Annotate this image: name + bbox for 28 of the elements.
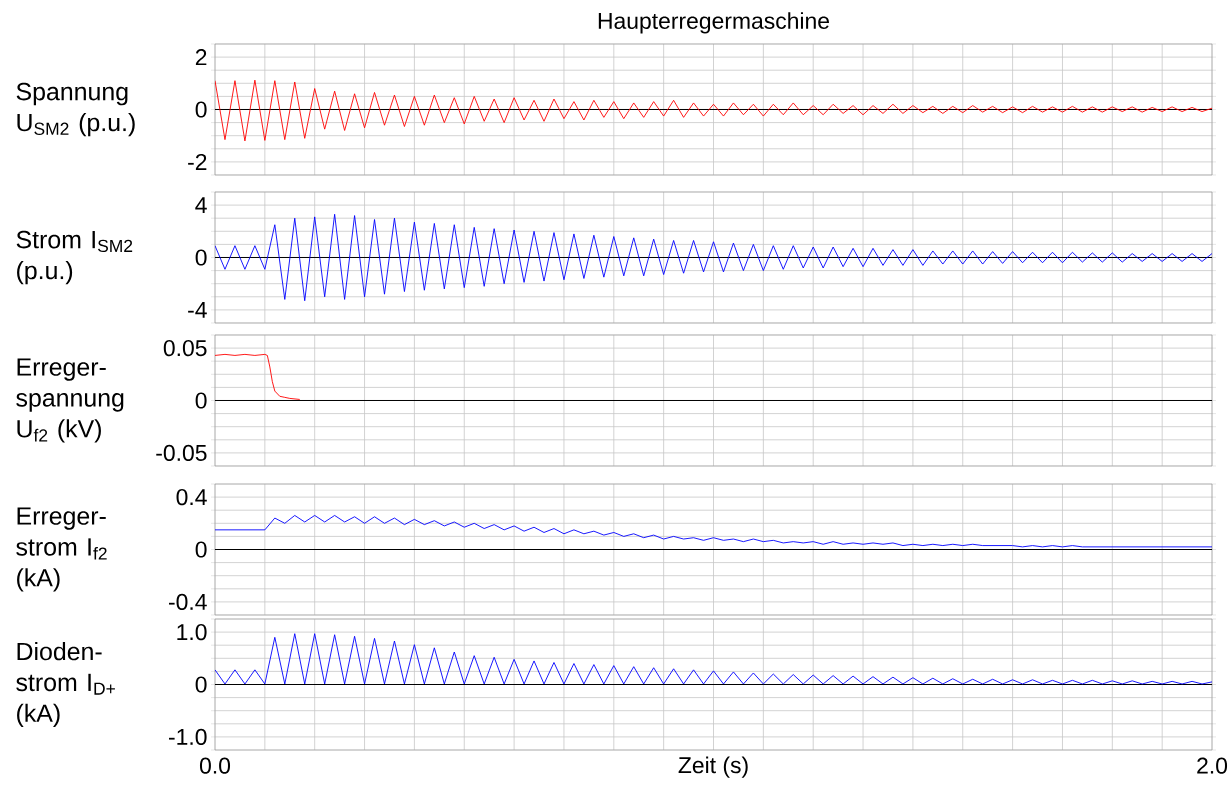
y-tick-label: 0 <box>195 392 207 409</box>
text: Dioden-strom I$_{D+}$ (kA) <box>16 642 115 727</box>
y-axis-title: Erreger-spannung U$_{f2}$ (kV) <box>16 358 124 443</box>
y-tick-label: -1.0 <box>169 728 207 746</box>
y-tick-label: 2 <box>195 49 207 66</box>
y-tick-label: 0 <box>195 249 207 266</box>
y-tick-label: -0.05 <box>156 444 207 461</box>
y-axis-title: Spannung U$_{SM2}$ (p.u.) <box>16 82 135 137</box>
y-tick-label: 0 <box>195 101 207 118</box>
text: Erreger-strom I$_{f2}$ (kA) <box>16 507 107 592</box>
y-tick-label: 0 <box>195 541 207 558</box>
line-series <box>215 633 1213 685</box>
y-tick-label: 4 <box>195 197 207 213</box>
x-axis-title: Zeit (s) <box>678 756 748 778</box>
x-tick-label: 0.0 <box>199 757 231 774</box>
text: Strom I$_{SM2}$ (p.u.) <box>16 230 133 285</box>
line-series <box>215 353 301 400</box>
y-tick-label: 0.4 <box>176 488 207 506</box>
line-series <box>215 213 1213 302</box>
chart-title: Haupterregermaschine <box>598 12 829 34</box>
line-series <box>215 79 1213 142</box>
y-tick-label: 1.0 <box>177 623 207 641</box>
x-tick-label: 2.0 <box>1197 757 1228 774</box>
y-tick-label: 0.05 <box>163 339 207 357</box>
y-tick-label: -2 <box>188 153 207 170</box>
y-tick-label: -0.4 <box>169 593 207 610</box>
y-tick-label: 0 <box>195 676 207 693</box>
y-tick-label: -4 <box>188 302 207 318</box>
